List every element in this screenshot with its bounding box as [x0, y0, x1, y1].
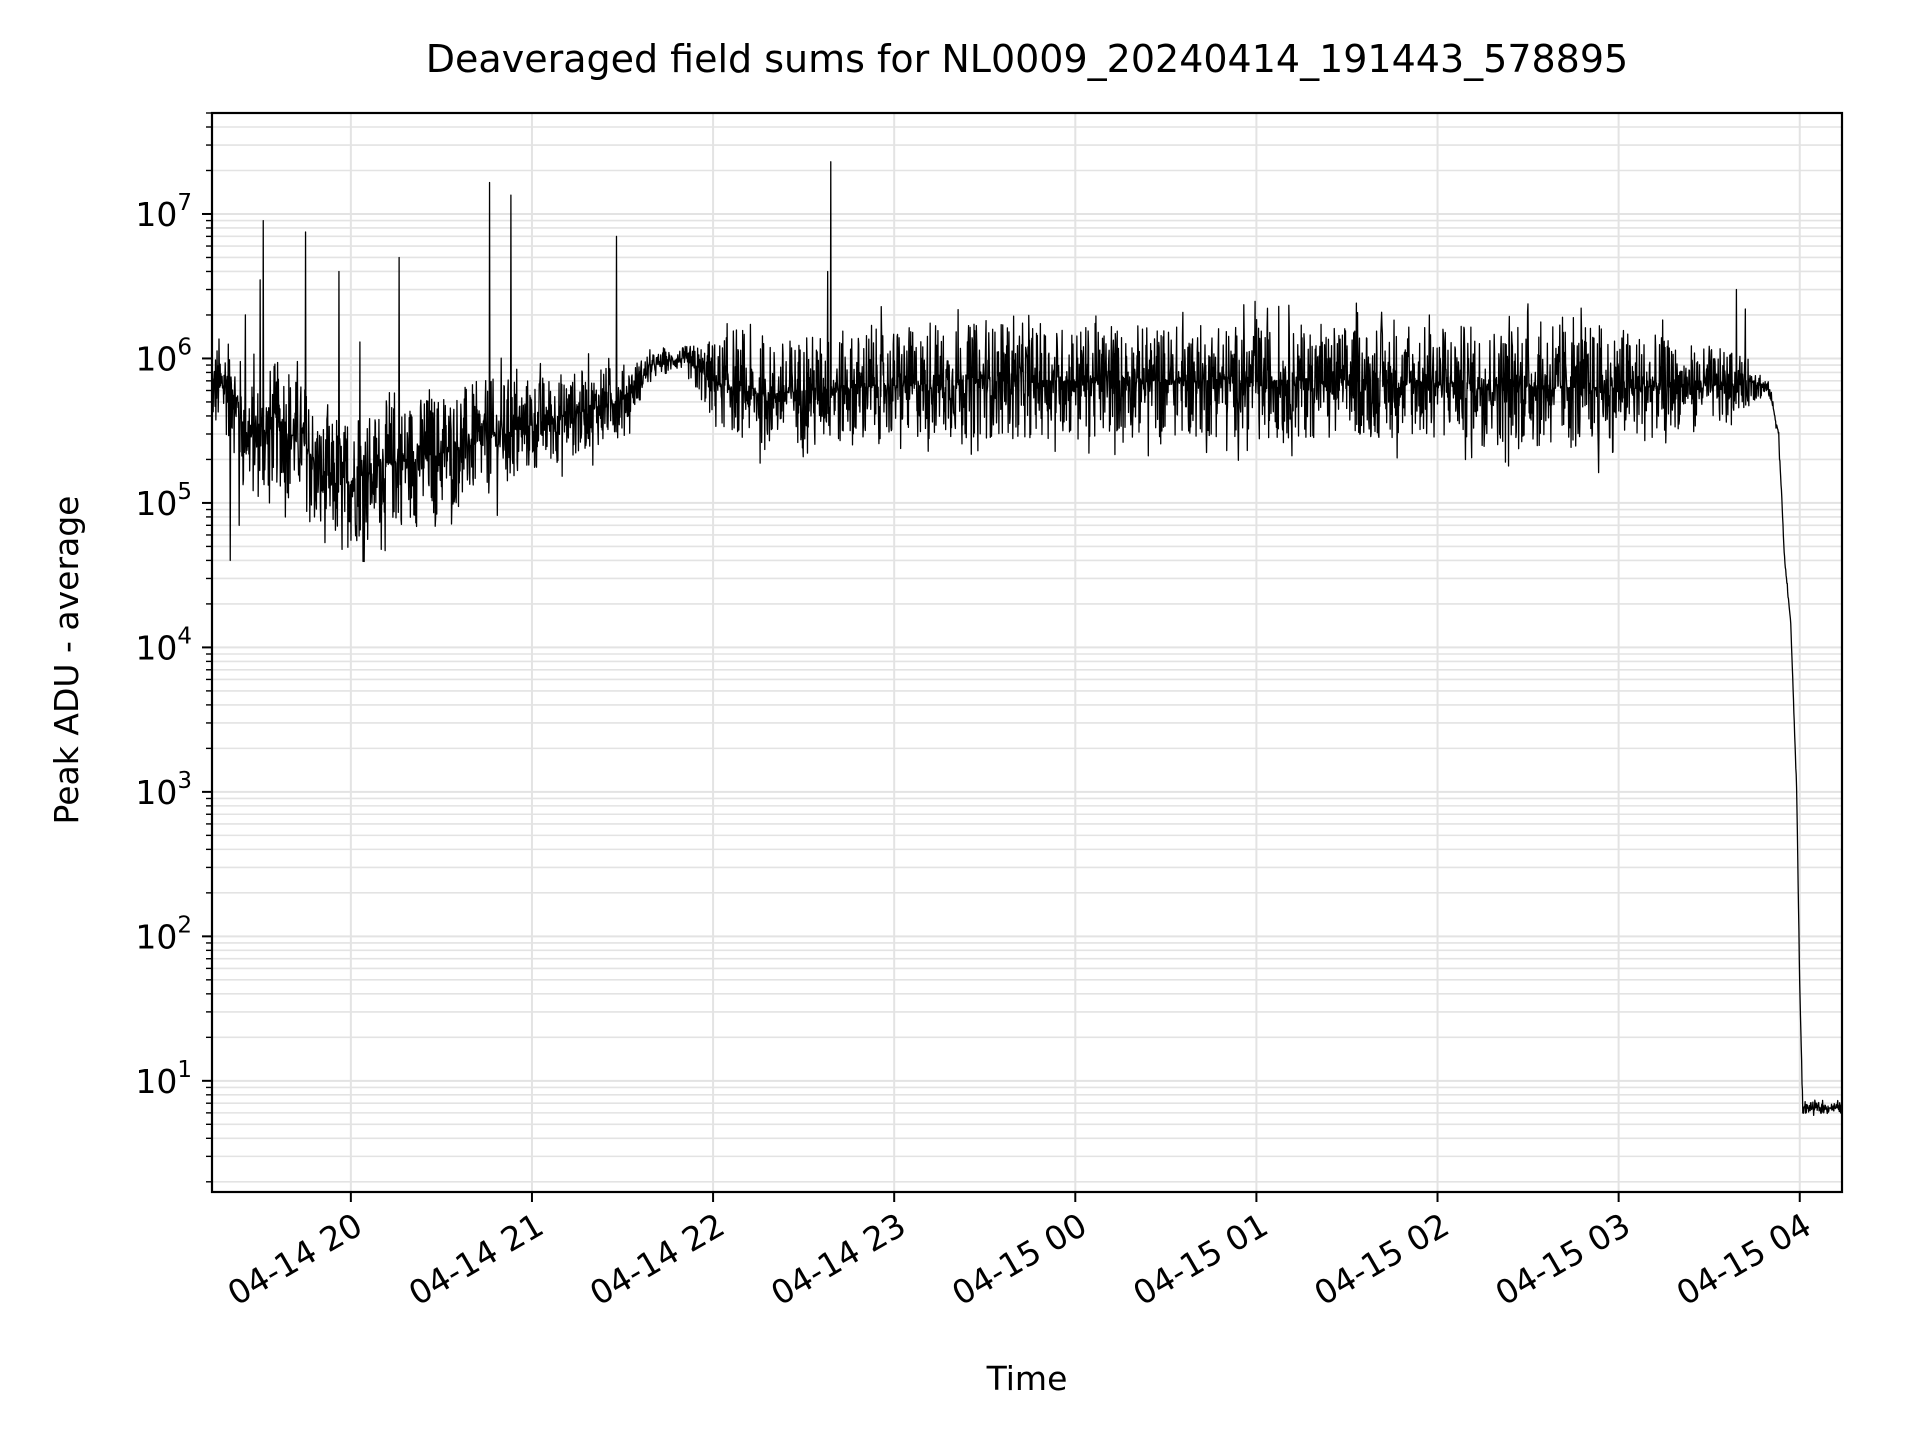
series-line: [211, 161, 1843, 1117]
x-axis-label: Time: [986, 1359, 1068, 1398]
y-tick-label: 107: [135, 190, 192, 234]
y-tick-label: 101: [135, 1057, 192, 1101]
chart-title: Deaveraged field sums for NL0009_2024041…: [426, 37, 1628, 81]
grid: [212, 112, 1842, 1192]
plot-frame: [210, 111, 1844, 1194]
y-tick-label: 105: [135, 479, 192, 523]
plot-area: [211, 161, 1843, 1117]
y-tick-label: 106: [135, 334, 192, 378]
y-tick-label: 104: [135, 623, 192, 667]
y-tick-label: 103: [135, 768, 192, 812]
y-axis-label: Peak ADU - average: [47, 496, 86, 825]
y-tick-label: 102: [135, 912, 192, 956]
